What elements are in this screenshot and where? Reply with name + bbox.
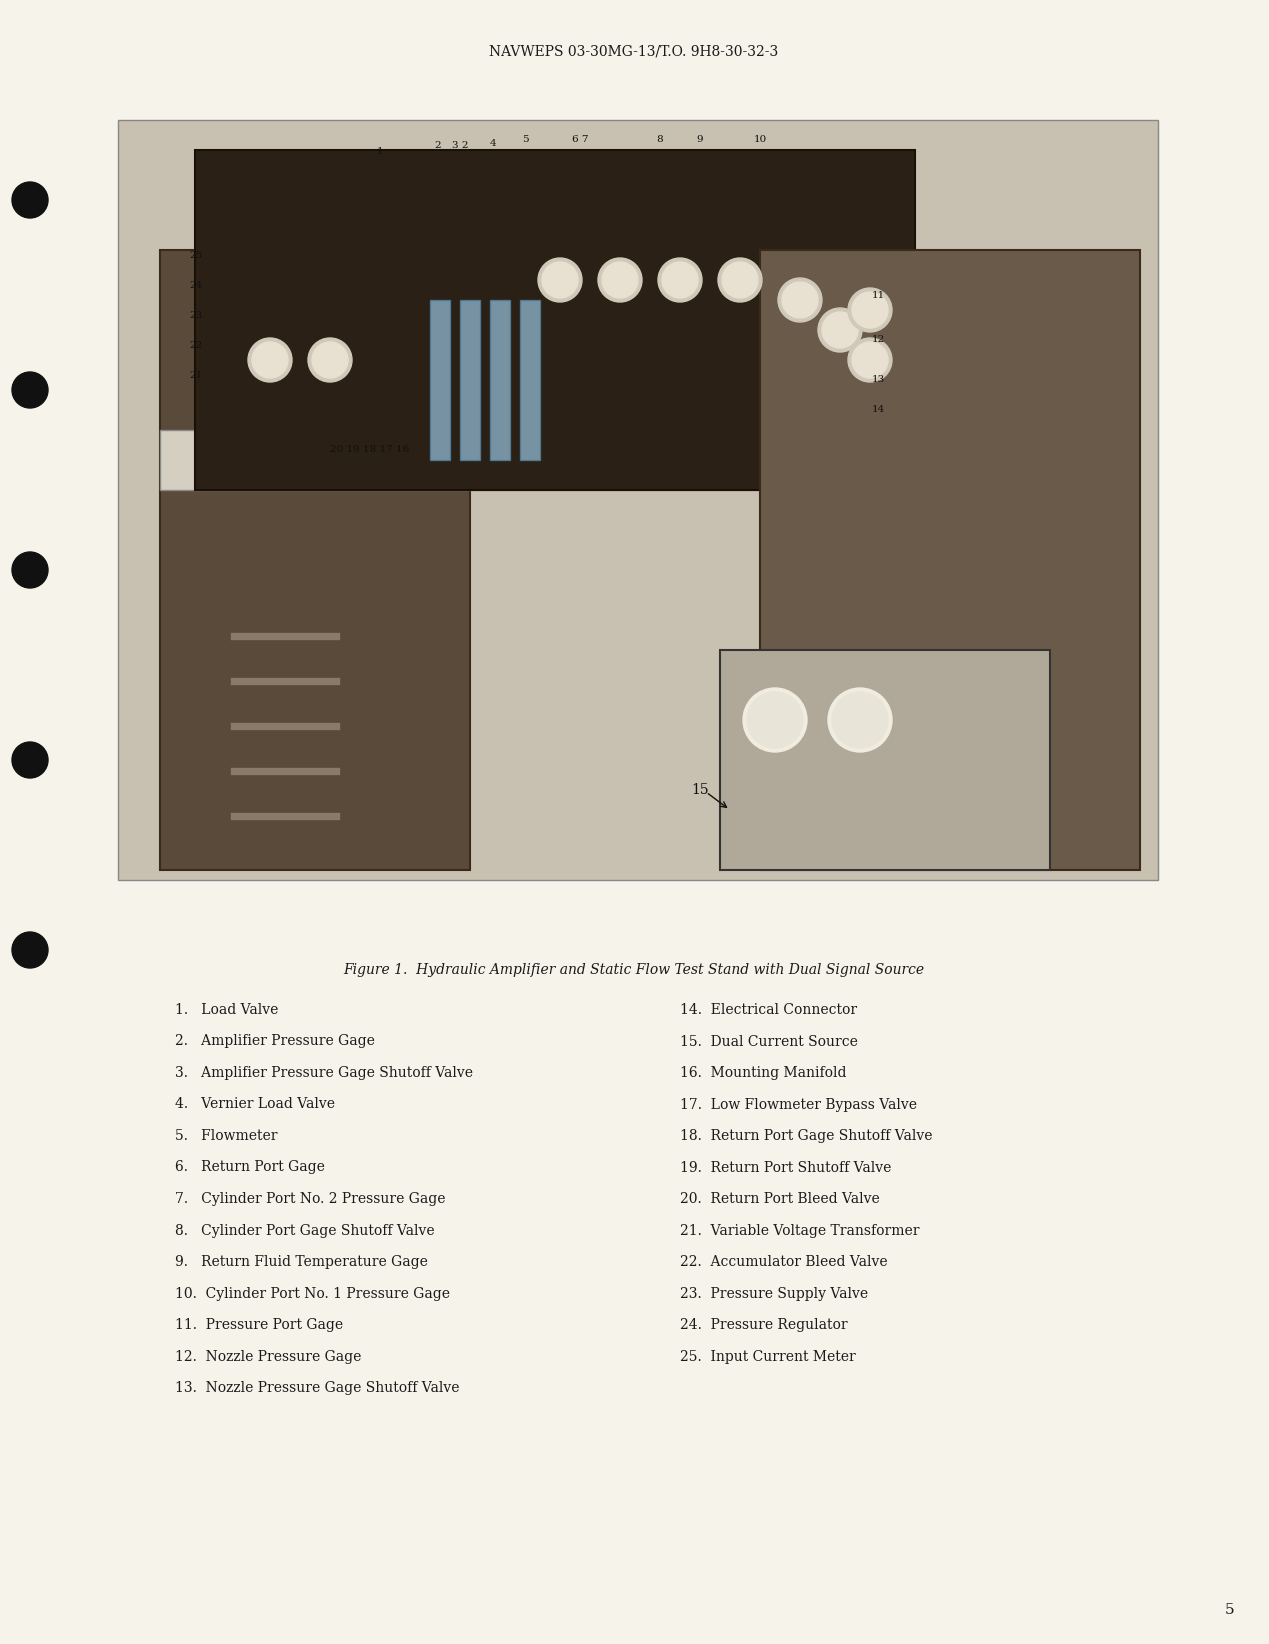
Bar	[118, 120, 1159, 880]
Bar	[430, 299, 450, 460]
Circle shape	[744, 687, 807, 751]
Text: 7.   Cylinder Port No. 2 Pressure Gage: 7. Cylinder Port No. 2 Pressure Gage	[175, 1192, 445, 1207]
Text: 8.   Cylinder Port Gage Shutoff Valve: 8. Cylinder Port Gage Shutoff Valve	[175, 1223, 434, 1238]
Text: 9: 9	[697, 135, 703, 145]
Text: 2.   Amplifier Pressure Gage: 2. Amplifier Pressure Gage	[175, 1034, 374, 1049]
Circle shape	[659, 258, 702, 302]
Bar	[160, 431, 920, 490]
Text: 15.  Dual Current Source: 15. Dual Current Source	[680, 1034, 858, 1049]
Circle shape	[851, 293, 888, 329]
Circle shape	[722, 261, 758, 298]
Text: 4: 4	[490, 138, 496, 148]
Text: 14: 14	[872, 406, 884, 414]
Text: 11.  Pressure Port Gage: 11. Pressure Port Gage	[175, 1318, 343, 1332]
Text: 22.  Accumulator Bleed Valve: 22. Accumulator Bleed Valve	[680, 1254, 887, 1269]
Text: 3.   Amplifier Pressure Gage Shutoff Valve: 3. Amplifier Pressure Gage Shutoff Valve	[175, 1065, 473, 1080]
Circle shape	[822, 312, 858, 349]
Text: 10: 10	[754, 135, 766, 145]
Text: 24.  Pressure Regulator: 24. Pressure Regulator	[680, 1318, 848, 1332]
Text: 5: 5	[1225, 1603, 1235, 1618]
Text: 13: 13	[872, 375, 884, 385]
Bar	[230, 768, 340, 774]
Circle shape	[312, 342, 348, 378]
Text: NAVWEPS 03-30MG-13/T.O. 9H8-30-32-3: NAVWEPS 03-30MG-13/T.O. 9H8-30-32-3	[490, 44, 779, 59]
Bar	[230, 812, 340, 820]
Circle shape	[11, 552, 48, 589]
Circle shape	[247, 339, 292, 381]
Text: 1.   Load Valve: 1. Load Valve	[175, 1003, 278, 1018]
Text: 16.  Mounting Manifold: 16. Mounting Manifold	[680, 1065, 846, 1080]
Text: 15: 15	[692, 783, 709, 797]
Circle shape	[538, 258, 582, 302]
Text: 20.  Return Port Bleed Valve: 20. Return Port Bleed Valve	[680, 1192, 879, 1207]
Text: 5.   Flowmeter: 5. Flowmeter	[175, 1129, 278, 1143]
Text: 6 7: 6 7	[572, 135, 589, 145]
Bar	[230, 631, 340, 640]
Text: 8: 8	[656, 135, 664, 145]
Text: Figure 1.  Hydraulic Amplifier and Static Flow Test Stand with Dual Signal Sourc: Figure 1. Hydraulic Amplifier and Static…	[344, 963, 925, 977]
Circle shape	[602, 261, 638, 298]
Circle shape	[851, 342, 888, 378]
Bar	[195, 150, 915, 490]
Bar	[160, 250, 470, 870]
Circle shape	[848, 288, 892, 332]
Bar	[490, 299, 510, 460]
Text: 18.  Return Port Gage Shutoff Valve: 18. Return Port Gage Shutoff Valve	[680, 1129, 933, 1143]
Text: 21: 21	[189, 370, 203, 380]
Text: 9.   Return Fluid Temperature Gage: 9. Return Fluid Temperature Gage	[175, 1254, 428, 1269]
Circle shape	[11, 372, 48, 408]
Circle shape	[598, 258, 642, 302]
Bar	[760, 250, 1140, 870]
Text: 11: 11	[872, 291, 884, 299]
Text: 24: 24	[189, 281, 203, 289]
Text: 2: 2	[435, 140, 442, 150]
Text: 23: 23	[189, 311, 203, 319]
Circle shape	[542, 261, 577, 298]
Text: 19.  Return Port Shutoff Valve: 19. Return Port Shutoff Valve	[680, 1161, 891, 1174]
Circle shape	[253, 342, 288, 378]
Bar	[520, 299, 541, 460]
Bar	[230, 722, 340, 730]
Text: 1: 1	[377, 148, 383, 156]
Circle shape	[782, 283, 819, 317]
Text: 3 2: 3 2	[452, 140, 468, 150]
Text: 10.  Cylinder Port No. 1 Pressure Gage: 10. Cylinder Port No. 1 Pressure Gage	[175, 1287, 450, 1300]
Text: 4.   Vernier Load Valve: 4. Vernier Load Valve	[175, 1098, 335, 1111]
Text: 17.  Low Flowmeter Bypass Valve: 17. Low Flowmeter Bypass Valve	[680, 1098, 917, 1111]
Text: 12: 12	[872, 335, 884, 345]
Circle shape	[827, 687, 892, 751]
Bar	[230, 677, 340, 686]
Text: 5: 5	[522, 135, 528, 145]
Text: 25: 25	[189, 250, 203, 260]
Text: 6.   Return Port Gage: 6. Return Port Gage	[175, 1161, 325, 1174]
Bar	[720, 649, 1049, 870]
Text: 23.  Pressure Supply Valve: 23. Pressure Supply Valve	[680, 1287, 868, 1300]
Circle shape	[832, 692, 888, 748]
Circle shape	[11, 932, 48, 968]
Text: 22: 22	[189, 340, 203, 350]
Circle shape	[308, 339, 352, 381]
Circle shape	[662, 261, 698, 298]
Circle shape	[11, 182, 48, 219]
Text: 12.  Nozzle Pressure Gage: 12. Nozzle Pressure Gage	[175, 1350, 362, 1363]
Circle shape	[819, 307, 862, 352]
Circle shape	[11, 741, 48, 778]
Circle shape	[778, 278, 822, 322]
Circle shape	[718, 258, 761, 302]
Text: 25.  Input Current Meter: 25. Input Current Meter	[680, 1350, 855, 1363]
Text: 13.  Nozzle Pressure Gage Shutoff Valve: 13. Nozzle Pressure Gage Shutoff Valve	[175, 1381, 459, 1396]
Text: 21.  Variable Voltage Transformer: 21. Variable Voltage Transformer	[680, 1223, 920, 1238]
Circle shape	[747, 692, 803, 748]
Bar	[459, 299, 480, 460]
Circle shape	[848, 339, 892, 381]
Text: 14.  Electrical Connector: 14. Electrical Connector	[680, 1003, 857, 1018]
Text: 20 19 18 17 16: 20 19 18 17 16	[330, 446, 410, 454]
